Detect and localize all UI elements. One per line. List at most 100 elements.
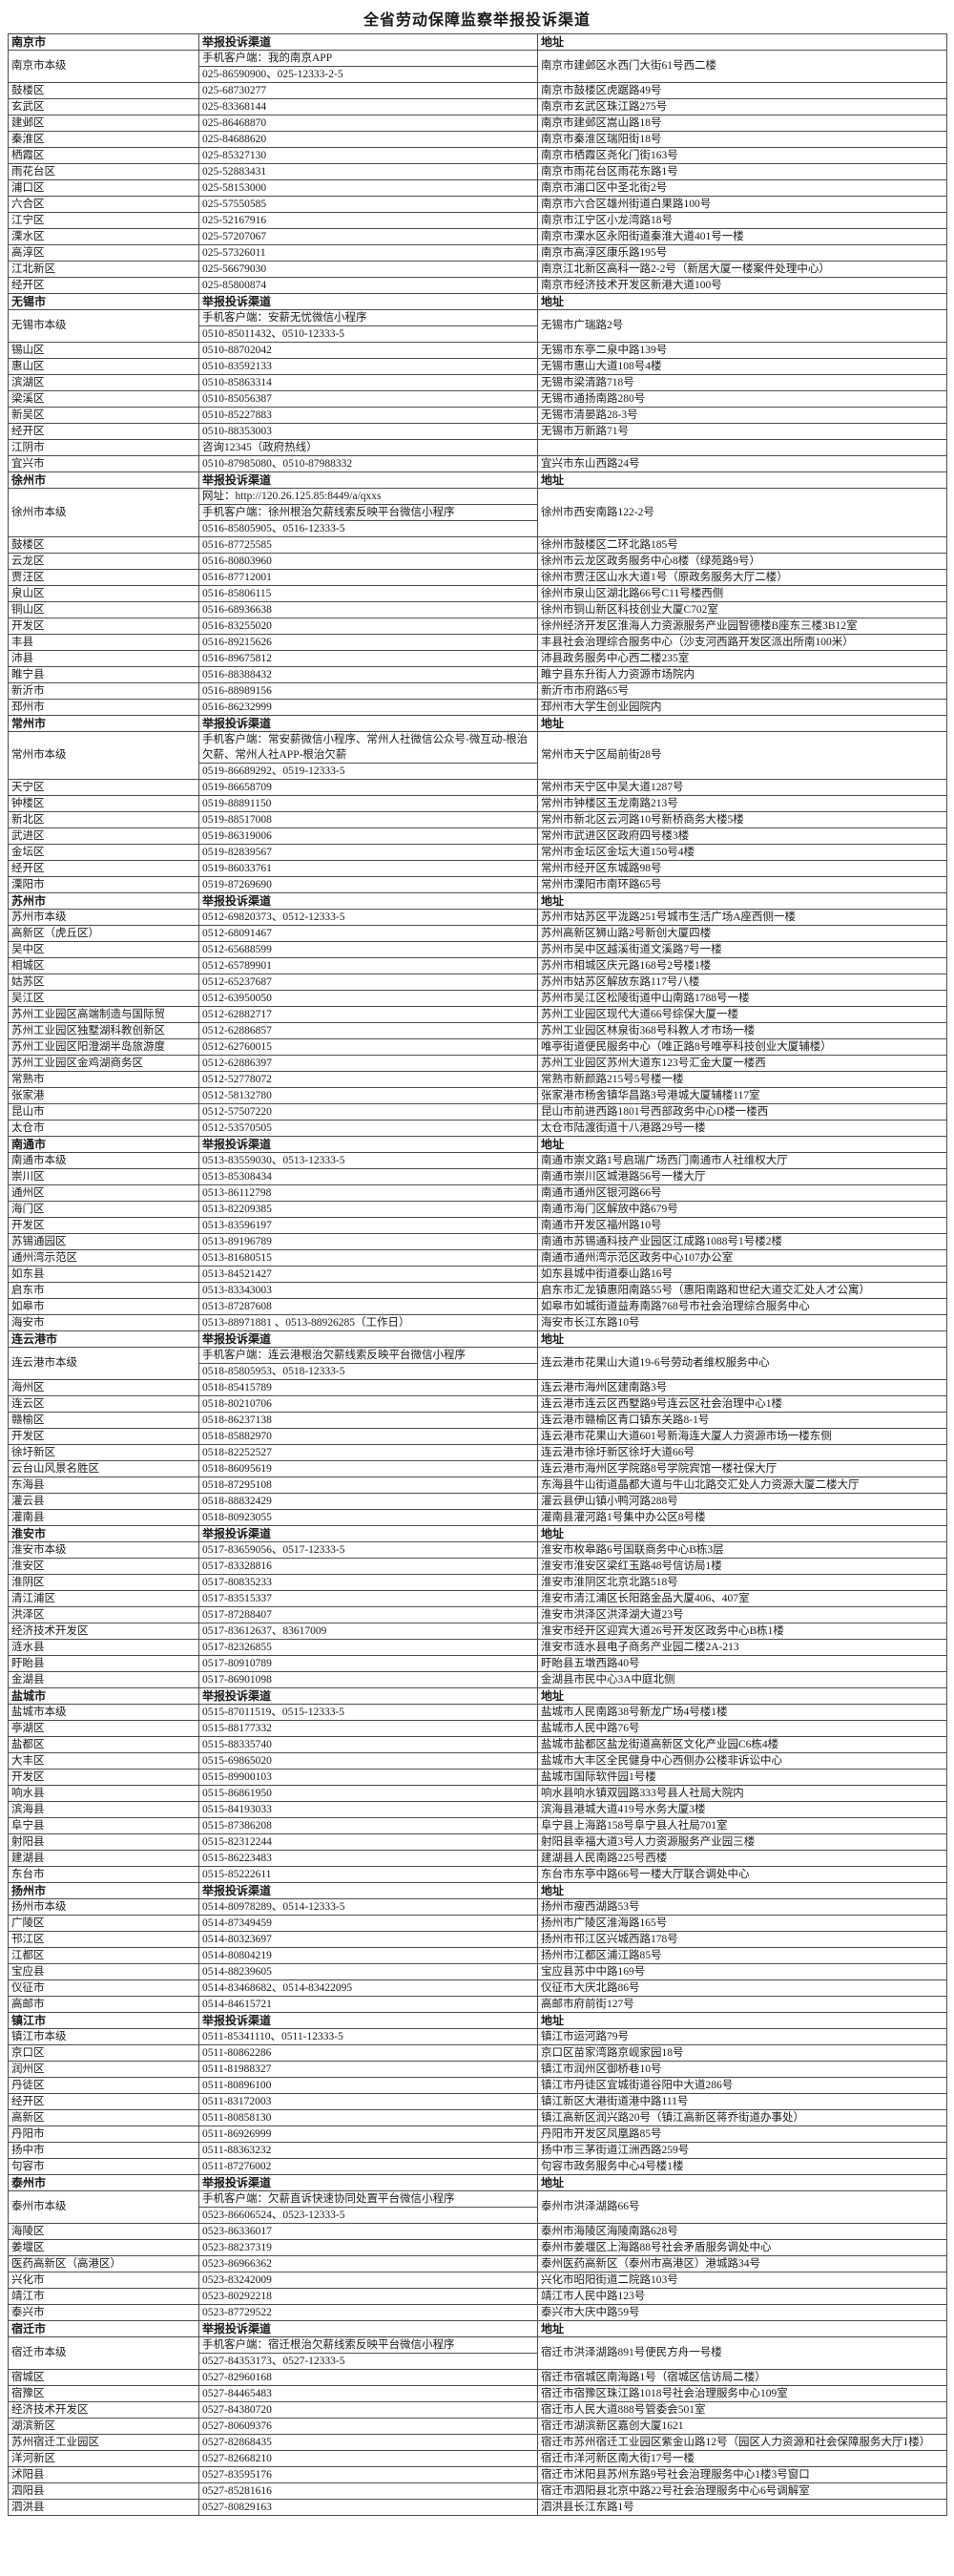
address-cell: 南京市六合区雄州街道白果路100号 [537,196,947,213]
address-cell: 常州市天宁区中吴大道1287号 [537,779,947,796]
table-row: 阜宁县 0515-87386208 阜宁县上海路158号阜宁县人社局701室 [8,1817,947,1834]
table-row: 苏州市本级 0512-69820373、0512-12333-5 苏州市姑苏区平泷路… [8,909,947,926]
district-cell: 苏州市本级 [8,909,199,926]
district-cell: 阜宁县 [8,1817,199,1834]
table-row: 云台山风景名胜区 0518-86095619 连云港市海州区学院路8号学院宾馆一楼社… [8,1460,947,1477]
address-cell: 泰州市洪泽湖路66号 [537,2190,947,2224]
address-cell: 淮安市枚皋路6号国联商务中心B栋3层 [537,1541,947,1559]
channel-cell: 0517-83612637、83617009 [198,1623,538,1640]
channel-cell: 0510-85227883 [198,407,538,424]
channel-cell: 0514-83468682、0514-83422095 [198,1979,538,1997]
channel-line: 手机客户端：徐州根治欠薪线索反映平台微信小程序 [199,504,537,520]
district-cell: 海门区 [8,1201,199,1218]
table-row: 丹徒区 0511-80896100 镇江市丹徒区宜城街道谷阳中大道286号 [8,2077,947,2094]
address-cell: 常州市经开区东城路98号 [537,860,947,877]
section-header-row: 常州市 举报投诉渠道 地址 [8,715,947,732]
address-cell: 苏州工业园区林泉街368号科教人才市场一楼 [537,1022,947,1039]
table-row: 灌云县 0518-88832429 灌云县伊山镇小鸭河路288号 [8,1493,947,1510]
district-cell: 盐都区 [8,1736,199,1753]
district-cell: 连云港市本级 [8,1347,199,1380]
channel-cell: 0518-80923055 [198,1509,538,1526]
address-cell: 连云港市赣榆区青口镇东关路8-1号 [537,1412,947,1429]
address-column-header: 地址 [537,1882,947,1899]
channel-cell: 0515-87386208 [198,1817,538,1834]
table-row: 南京市本级 手机客户端：我的南京APP 025-86590900、025-12333… [8,50,947,83]
district-cell: 灌南县 [8,1509,199,1526]
address-cell: 镇江市运河路79号 [537,2028,947,2045]
table-row: 江阴市 咨询12345（政府热线） [8,439,947,456]
table-row: 溧阳市 0519-87269690 常州市溧阳市南环路65号 [8,876,947,893]
address-cell: 无锡市通扬南路280号 [537,390,947,408]
table-row: 清江浦区 0517-83515337 淮安市清江浦区长阳路金品大厦406、407室 [8,1590,947,1607]
channel-cell: 0514-80978289、0514-12333-5 [198,1898,538,1916]
district-cell: 响水县 [8,1785,199,1802]
table-row: 苏州工业园区阳澄湖半岛旅游度 0512-62760015 唯亭街道便民服务中心（唯正… [8,1038,947,1056]
table-row: 沭阳县 0527-83595176 宿迁市沭阳县苏州东路9号社会治理服务中心1楼3号… [8,2466,947,2483]
address-cell: 常州市新北区云河路10号新桥商务大楼5楼 [537,811,947,828]
address-cell: 南京市江宁区小龙湾路18号 [537,212,947,229]
address-cell: 南通市海门区解放中路679号 [537,1201,947,1218]
district-cell: 无锡市本级 [8,309,199,343]
table-row: 润州区 0511-81988327 镇江市润州区御桥巷10号 [8,2061,947,2078]
address-cell: 连云港市花果山大道19-6号劳动者维权服务中心 [537,1347,947,1380]
channel-cell: 0515-86861950 [198,1785,538,1802]
channel-cell: 手机客户端：我的南京APP 025-86590900、025-12333-2-5 [198,50,538,83]
table-row: 太仓市 0512-53570505 太仓市陆渡街道十八港路29号一楼 [8,1120,947,1137]
page-title: 全省劳动保障监察举报投诉渠道 [363,12,591,29]
channel-cell: 0518-85882970 [198,1428,538,1445]
city-cell: 镇江市 [8,2012,199,2029]
district-cell: 沭阳县 [8,2466,199,2483]
district-cell: 滨湖区 [8,374,199,391]
address-cell: 南京市秦淮区瑞阳街18号 [537,131,947,148]
district-cell: 泗洪县 [8,2499,199,2516]
address-cell: 宿迁市洋河新区南大街17号一楼 [537,2450,947,2467]
table-row: 东海县 0518-87295108 东海县牛山街道晶都大道与牛山北路交汇处人力资源大… [8,1476,947,1494]
channels-table-body: 南京市 举报投诉渠道 地址 南京市本级 手机客户端：我的南京APP 025-8659090… [8,33,947,2516]
channel-cell: 0513-87287608 [198,1298,538,1315]
district-cell: 泉山区 [8,585,199,602]
address-cell: 常州市武进区区政府四号楼3楼 [537,827,947,845]
table-row: 江北新区 025-56679030 南京江北新区高科一路2-2号（新居大厦一楼案件处… [8,261,947,278]
address-cell: 丰县社会治理综合服务中心（沙支河西路开发区派出所南100米） [537,634,947,651]
address-cell: 南京市经济技术开发区新港大道100号 [537,277,947,294]
channel-cell: 0519-87269690 [198,876,538,893]
channel-column-header: 举报投诉渠道 [198,2320,538,2337]
district-cell: 广陵区 [8,1915,199,1932]
address-column-header: 地址 [537,1687,947,1705]
channel-cell: 0519-82839567 [198,844,538,861]
district-cell: 海州区 [8,1379,199,1396]
channel-column-header: 举报投诉渠道 [198,2012,538,2029]
table-row: 吴中区 0512-65688599 苏州市吴中区越溪街道文溪路7号一楼 [8,941,947,958]
address-column-header: 地址 [537,715,947,732]
address-cell: 睢宁县东升街人力资源市场院内 [537,666,947,683]
channel-cell: 0511-80862286 [198,2044,538,2062]
channel-line: 0518-85805953、0518-12333-5 [199,1363,537,1379]
district-cell: 玄武区 [8,98,199,115]
table-row: 开发区 0513-83596197 南通市开发区福州路10号 [8,1217,947,1234]
table-row: 鼓楼区 025-68730277 南京市鼓楼区虎踞路49号 [8,82,947,99]
table-row: 金湖县 0517-86901098 金湖县市民中心3A中庭北侧 [8,1671,947,1688]
channel-cell: 0517-87288407 [198,1606,538,1623]
channel-cell: 手机客户端：欠薪直诉快速协同处置平台微信小程序 0523-86606524、052… [198,2190,538,2224]
table-row: 射阳县 0515-82312244 射阳县幸福大道3号人力资源服务产业园三楼 [8,1833,947,1851]
address-cell: 宿迁市人民大道888号管委会501室 [537,2401,947,2419]
address-cell: 盐城市国际软件园1号楼 [537,1769,947,1786]
district-cell: 鼓楼区 [8,536,199,554]
address-cell: 盐城市人民南路38号新龙广场4号楼1楼 [537,1704,947,1721]
table-row: 医药高新区（高港区） 0523-86966362 泰州医药高新区（泰州市高港区）港城… [8,2255,947,2272]
district-cell: 相城区 [8,957,199,974]
channel-cell: 0516-85806115 [198,585,538,602]
channel-cell: 025-58153000 [198,179,538,197]
address-cell: 无锡市梁清路718号 [537,374,947,391]
address-cell: 扬州市江都区浦江路85号 [537,1947,947,1964]
table-row: 苏州工业园区高端制造与国际贸 0512-62882717 苏州工业园区现代大道66号… [8,1006,947,1023]
channel-cell: 0511-80896100 [198,2077,538,2094]
channel-column-header: 举报投诉渠道 [198,1525,538,1542]
address-cell: 建湖县人民南路225号西楼 [537,1850,947,1867]
channel-cell: 0513-83559030、0513-12333-5 [198,1152,538,1169]
district-cell: 常熟市 [8,1071,199,1088]
table-row: 睢宁县 0516-88388432 睢宁县东升街人力资源市场院内 [8,666,947,683]
channel-cell: 025-52883431 [198,163,538,180]
table-row: 锡山区 0510-88702042 无锡市东亭二泉中路139号 [8,342,947,359]
district-cell: 丹阳市 [8,2126,199,2143]
